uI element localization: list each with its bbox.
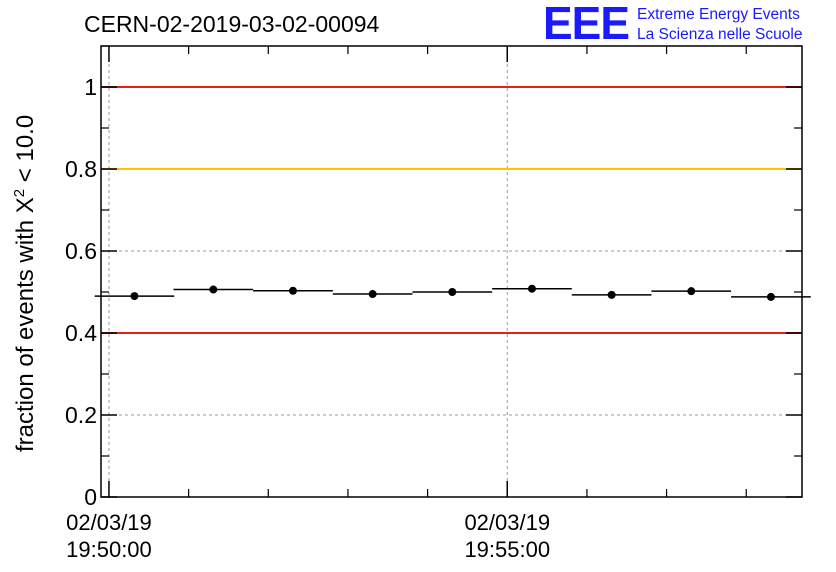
data-point [448, 288, 457, 296]
y-axis-label-main: fraction of events with X [12, 197, 39, 452]
data-point [607, 290, 616, 299]
data-point [766, 292, 775, 301]
data-point [527, 284, 536, 293]
logo-line-2: La Scienza nelle Scuole [637, 26, 802, 43]
data-point [209, 285, 218, 294]
chart-title: CERN-02-2019-03-02-00094 [84, 11, 380, 37]
y-axis-label-tail: < 10.0 [12, 115, 39, 189]
y-tick-label: 0.8 [65, 156, 97, 182]
y-tick-label: 0.6 [65, 238, 97, 264]
logo-line-1: Extreme Energy Events [637, 6, 800, 23]
x-tick-time-label: 19:55:00 [464, 537, 550, 562]
y-tick-label: 0.2 [65, 402, 97, 428]
plot-frame [100, 45, 803, 498]
y-axis-label: fraction of events with X2 < 10.0 [11, 115, 39, 452]
y-tick-label: 1 [84, 74, 97, 100]
data-point [130, 292, 139, 301]
y-tick-label: 0 [84, 484, 97, 510]
plot-area: 00.20.40.60.8102/03/1919:50:0002/03/1919… [65, 45, 811, 562]
data-point [288, 286, 297, 295]
x-tick-time-label: 19:50:00 [66, 537, 152, 562]
y-tick-label: 0.4 [65, 320, 97, 346]
data-point [687, 287, 696, 296]
x-tick-date-label: 02/03/19 [464, 510, 550, 535]
y-axis-label-superscript: 2 [11, 189, 28, 197]
x-tick-date-label: 02/03/19 [66, 510, 152, 535]
eee-logo: EEE [543, 0, 629, 49]
data-point [368, 290, 377, 299]
